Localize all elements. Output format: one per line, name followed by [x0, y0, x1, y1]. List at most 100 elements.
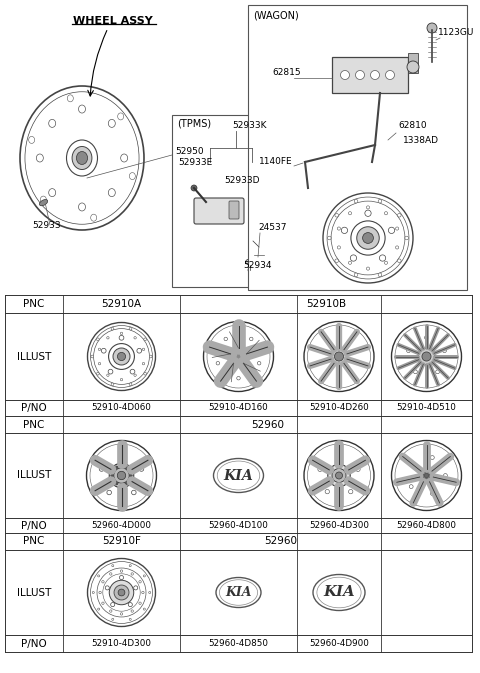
Ellipse shape: [245, 259, 254, 265]
Bar: [332, 57, 408, 93]
Circle shape: [422, 352, 431, 361]
Ellipse shape: [91, 214, 96, 221]
Text: 52910-4D300: 52910-4D300: [92, 639, 152, 648]
Circle shape: [142, 348, 144, 351]
Circle shape: [427, 23, 437, 33]
Circle shape: [111, 602, 115, 606]
Circle shape: [418, 348, 435, 365]
Circle shape: [431, 491, 434, 495]
Circle shape: [120, 612, 123, 615]
Circle shape: [341, 227, 348, 234]
Text: 52960: 52960: [264, 536, 297, 546]
Text: P/NO: P/NO: [21, 639, 47, 649]
Circle shape: [357, 227, 379, 249]
Circle shape: [101, 349, 106, 353]
Circle shape: [112, 565, 114, 567]
Circle shape: [425, 336, 429, 339]
Ellipse shape: [79, 203, 85, 211]
Circle shape: [98, 363, 101, 365]
Text: 52933D: 52933D: [224, 176, 260, 185]
Circle shape: [109, 580, 134, 605]
Circle shape: [327, 236, 331, 240]
Text: 52910-4D510: 52910-4D510: [396, 404, 456, 413]
Circle shape: [130, 369, 135, 374]
Circle shape: [388, 227, 395, 234]
Ellipse shape: [48, 119, 56, 127]
Circle shape: [139, 602, 141, 604]
Circle shape: [397, 259, 401, 262]
Circle shape: [115, 483, 118, 485]
Text: 52960-4D000: 52960-4D000: [92, 521, 152, 530]
Circle shape: [397, 213, 401, 217]
Circle shape: [109, 463, 134, 488]
Circle shape: [107, 374, 109, 376]
Text: 1140FE: 1140FE: [259, 157, 293, 166]
Circle shape: [144, 338, 146, 341]
Circle shape: [407, 61, 419, 73]
Circle shape: [337, 454, 341, 458]
Text: 24537: 24537: [258, 223, 287, 232]
Circle shape: [109, 610, 112, 612]
Circle shape: [144, 372, 146, 375]
Circle shape: [120, 332, 123, 334]
Circle shape: [319, 361, 323, 364]
Circle shape: [134, 336, 136, 339]
Circle shape: [107, 336, 109, 339]
Circle shape: [379, 255, 386, 261]
Circle shape: [365, 210, 371, 217]
Circle shape: [111, 327, 114, 330]
Circle shape: [354, 273, 358, 277]
Text: ILLUST: ILLUST: [17, 588, 51, 598]
Circle shape: [336, 472, 343, 479]
Circle shape: [99, 592, 101, 594]
FancyBboxPatch shape: [229, 201, 239, 219]
Bar: [248, 5, 467, 290]
Circle shape: [384, 212, 387, 215]
Text: KIA: KIA: [225, 586, 252, 599]
Circle shape: [112, 618, 114, 621]
Circle shape: [332, 468, 346, 483]
Circle shape: [366, 267, 370, 270]
Circle shape: [436, 370, 440, 374]
Circle shape: [130, 474, 132, 477]
Circle shape: [431, 456, 434, 460]
Circle shape: [444, 474, 447, 477]
Text: 52910-4D060: 52910-4D060: [92, 404, 151, 413]
Circle shape: [98, 348, 101, 351]
Circle shape: [129, 327, 132, 330]
Circle shape: [340, 71, 349, 79]
Circle shape: [326, 339, 330, 343]
Text: 52933E: 52933E: [178, 158, 212, 167]
Circle shape: [144, 608, 145, 610]
Text: 62810: 62810: [398, 121, 427, 130]
Circle shape: [128, 602, 132, 606]
Text: PNC: PNC: [24, 536, 45, 546]
Text: 52910-4D160: 52910-4D160: [209, 404, 268, 413]
Bar: [172, 115, 344, 287]
Circle shape: [396, 227, 399, 230]
Circle shape: [109, 573, 112, 575]
Circle shape: [120, 575, 123, 579]
Text: 52960: 52960: [251, 419, 284, 429]
Circle shape: [409, 462, 413, 466]
Circle shape: [248, 268, 252, 272]
Circle shape: [131, 573, 133, 575]
Text: (TPMS): (TPMS): [177, 119, 211, 129]
Circle shape: [120, 570, 123, 572]
Text: 52960-4D900: 52960-4D900: [309, 639, 369, 648]
Circle shape: [115, 466, 118, 468]
Circle shape: [134, 586, 138, 590]
Circle shape: [337, 246, 340, 249]
Text: 52933K: 52933K: [232, 121, 266, 130]
Text: 1123GU: 1123GU: [438, 28, 474, 37]
Circle shape: [137, 349, 142, 353]
Circle shape: [97, 575, 100, 577]
Circle shape: [132, 490, 136, 495]
Circle shape: [328, 464, 350, 487]
Circle shape: [118, 589, 125, 596]
Circle shape: [139, 581, 141, 583]
Circle shape: [356, 71, 364, 79]
Circle shape: [97, 608, 100, 610]
Circle shape: [102, 581, 104, 583]
Circle shape: [142, 592, 144, 594]
